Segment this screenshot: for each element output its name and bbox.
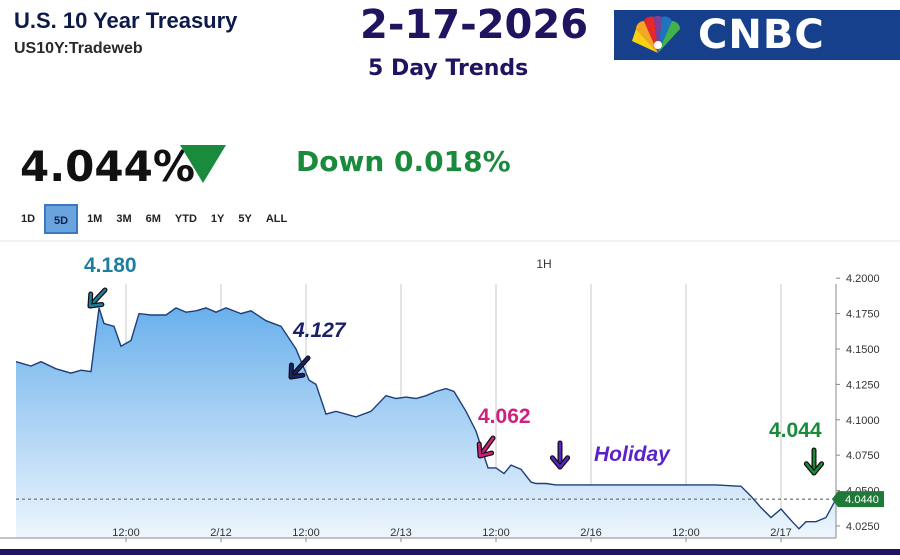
header-title: U.S. 10 Year Treasury (14, 8, 238, 33)
annotation-label: 4.127 (292, 319, 347, 342)
date-title: 2-17-2026 (360, 2, 589, 48)
interval-label: 1H (536, 257, 551, 271)
x-tick-label: 12:00 (672, 527, 700, 539)
range-5y-button[interactable]: 5Y (238, 213, 252, 225)
annotation-label: 4.044 (769, 419, 822, 442)
range-all-button[interactable]: ALL (265, 213, 288, 225)
y-tick-label: 4.1500 (846, 344, 880, 356)
annotation-arrow-2-inner (289, 356, 310, 379)
y-tick-label: 4.0750 (846, 450, 880, 462)
price-line (15, 307, 837, 530)
y-tick-label: 4.0250 (846, 521, 880, 533)
trend-subtitle: 5 Day Trends (368, 56, 529, 81)
y-tick-label: 4.1750 (846, 309, 880, 321)
y-tick-label: 4.2000 (846, 273, 880, 285)
price-value: 4.044% (20, 142, 195, 191)
x-tick-label: 2/16 (580, 527, 601, 539)
range-1m-button[interactable]: 1M (87, 213, 103, 225)
range-3m-button[interactable]: 3M (116, 213, 132, 225)
annotation-label: Holiday (594, 443, 671, 466)
range-ytd-button[interactable]: YTD (174, 213, 197, 225)
header-symbol: US10Y:Tradeweb (14, 40, 143, 57)
range-5d-button[interactable]: 5D (44, 204, 79, 234)
x-tick-label: 12:00 (292, 527, 320, 539)
annotation-arrow-5-head-inner (805, 462, 823, 475)
x-tick-label: 12:00 (112, 527, 140, 539)
range-1d-button[interactable]: 1D (21, 213, 36, 225)
area-fill (16, 307, 836, 538)
range-1y-button[interactable]: 1Y (210, 213, 225, 225)
x-tick-label: 12:00 (482, 527, 510, 539)
annotation-label: 4.062 (478, 405, 531, 428)
annotation-arrow-3-head-inner (477, 442, 493, 458)
annotation-arrow-4-head-inner (551, 456, 569, 469)
x-tick-label: 2/17 (770, 527, 791, 539)
cnbc-logo: CNBC (614, 10, 900, 60)
change-text: Down 0.018% (296, 145, 511, 178)
y-tick-label: 4.1250 (846, 379, 880, 391)
annotation-label: 4.180 (84, 254, 137, 277)
last-value-badge (832, 491, 884, 508)
last-value-label: 4.0440 (845, 494, 879, 506)
x-tick-label: 2/12 (210, 527, 231, 539)
peacock-icon (632, 15, 680, 53)
bottom-divider (0, 549, 900, 555)
y-tick-label: 4.1000 (846, 415, 880, 427)
range-6m-button[interactable]: 6M (145, 213, 161, 225)
price-chart[interactable]: 1H 12:00 2/12 12:00 2/13 12:00 2/16 12:00 2/17 4.… (0, 240, 900, 548)
x-tick-label: 2/13 (390, 527, 411, 539)
range-selector: 1D 5D 1M 3M 6M YTD 1Y 5Y ALL (16, 204, 296, 234)
annotation-arrow-2-head-inner (289, 363, 305, 379)
logo-text: CNBC (698, 12, 825, 58)
annotation-arrow-1-head-inner (88, 292, 104, 308)
down-arrow-icon (180, 145, 226, 183)
